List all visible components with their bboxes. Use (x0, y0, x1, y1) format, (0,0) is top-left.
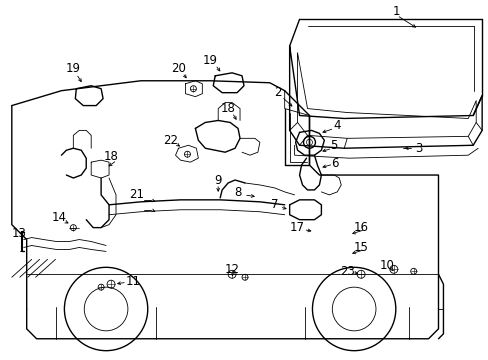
Text: 7: 7 (270, 198, 278, 211)
Text: 23: 23 (339, 265, 354, 278)
Text: 16: 16 (353, 221, 368, 234)
Text: 21: 21 (129, 188, 144, 201)
Text: 8: 8 (234, 186, 241, 199)
Text: 20: 20 (171, 62, 185, 75)
Text: 1: 1 (392, 5, 400, 18)
Text: 18: 18 (103, 150, 118, 163)
Text: 2: 2 (273, 86, 281, 99)
Text: 4: 4 (333, 119, 340, 132)
Text: 17: 17 (289, 221, 305, 234)
Text: 15: 15 (353, 241, 368, 254)
Text: 19: 19 (66, 62, 81, 75)
Text: 9: 9 (214, 174, 222, 186)
Text: 5: 5 (330, 139, 337, 152)
Text: 18: 18 (220, 102, 235, 115)
Text: 14: 14 (52, 211, 67, 224)
Text: 19: 19 (203, 54, 217, 67)
Text: 3: 3 (414, 142, 422, 155)
Text: 6: 6 (331, 157, 338, 170)
Text: 11: 11 (125, 275, 140, 288)
Text: 22: 22 (163, 134, 178, 147)
Text: 13: 13 (12, 227, 27, 240)
Text: 12: 12 (224, 263, 239, 276)
Text: 10: 10 (379, 259, 393, 272)
